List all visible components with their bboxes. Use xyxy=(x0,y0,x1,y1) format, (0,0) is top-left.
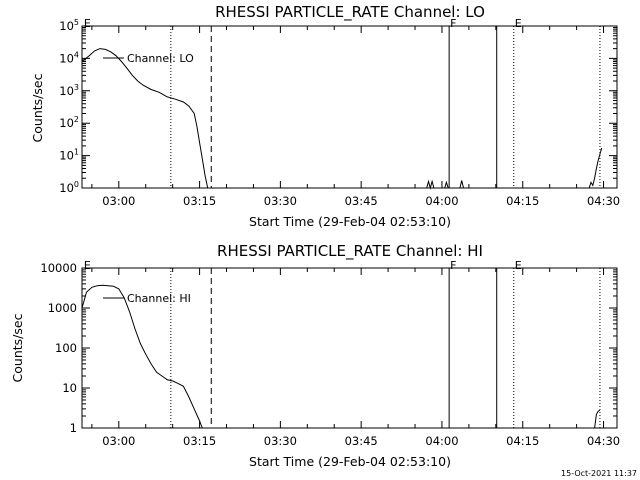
hi-marker-label: E xyxy=(515,259,522,272)
lo-y-tick-base: 10 xyxy=(59,116,74,130)
lo-rate-curve xyxy=(81,48,209,189)
lo-y-tick-exponent: 1 xyxy=(74,148,79,157)
lo-plot-frame xyxy=(81,25,618,189)
hi-y-tick-label: 10 xyxy=(62,381,77,395)
hi-y-tick-label: 100 xyxy=(55,341,77,355)
hi-y-tick-label: 10000 xyxy=(40,261,77,275)
lo-y-tick-base: 10 xyxy=(59,149,74,163)
lo-y-tick-label: 103 xyxy=(59,83,79,98)
lo-x-tick-label: 03:30 xyxy=(264,194,297,208)
hi-channel-panel: RHESSI PARTICLE_RATE Channel: HI Counts/… xyxy=(10,242,620,469)
lo-channel-panel: RHESSI PARTICLE_RATE Channel: LO Counts/… xyxy=(30,3,620,229)
hi-y-tick-label: 1000 xyxy=(48,301,77,315)
hi-marker-label: E xyxy=(84,259,91,272)
lo-y-tick-exponent: 3 xyxy=(74,83,79,92)
lo-legend-label: Channel: LO xyxy=(127,52,194,65)
hi-x-tick-label: 04:15 xyxy=(506,434,539,448)
lo-y-tick-exponent: 0 xyxy=(74,180,79,189)
lo-y-tick-exponent: 2 xyxy=(74,115,79,124)
lo-x-tick-label: 03:45 xyxy=(345,194,378,208)
lo-rate-curve xyxy=(444,180,449,189)
lo-y-tick-label: 100 xyxy=(59,180,79,195)
hi-legend-label: Channel: HI xyxy=(127,292,191,305)
lo-chart-title: RHESSI PARTICLE_RATE Channel: LO xyxy=(215,3,485,22)
lo-y-tick-label: 104 xyxy=(59,50,79,65)
lo-y-tick-exponent: 5 xyxy=(74,18,79,27)
lo-rate-curve xyxy=(588,147,603,189)
hi-x-tick-label: 03:00 xyxy=(102,434,135,448)
lo-x-axis-label: Start Time (29-Feb-04 02:53:10) xyxy=(249,214,451,229)
lo-x-tick-label: 04:00 xyxy=(425,194,458,208)
hi-chart-title: RHESSI PARTICLE_RATE Channel: HI xyxy=(217,242,483,261)
hi-y-axis-label: Counts/sec xyxy=(10,313,25,382)
lo-y-tick-exponent: 4 xyxy=(74,50,79,59)
hi-x-tick-label: 03:30 xyxy=(264,434,297,448)
lo-y-tick-base: 10 xyxy=(59,84,74,98)
hi-x-tick-label: 03:45 xyxy=(345,434,378,448)
lo-x-tick-label: 03:15 xyxy=(183,194,216,208)
hi-x-axis-label: Start Time (29-Feb-04 02:53:10) xyxy=(249,454,451,469)
generation-timestamp: 15-Oct-2021 11:37 xyxy=(561,469,637,478)
hi-x-tick-label: 03:15 xyxy=(183,434,216,448)
lo-rate-curve xyxy=(459,180,464,189)
lo-y-tick-label: 101 xyxy=(59,148,79,163)
lo-y-tick-base: 10 xyxy=(59,51,74,65)
lo-marker-label: E xyxy=(84,17,91,30)
lo-y-tick-label: 105 xyxy=(59,18,79,33)
lo-x-tick-label: 04:15 xyxy=(506,194,539,208)
hi-x-tick-label: 04:30 xyxy=(587,434,620,448)
lo-y-tick-label: 102 xyxy=(59,115,79,130)
lo-y-tick-base: 10 xyxy=(59,181,74,195)
hi-x-tick-label: 04:00 xyxy=(425,434,458,448)
lo-y-axis-label: Counts/sec xyxy=(30,73,45,142)
lo-x-tick-label: 04:30 xyxy=(587,194,620,208)
lo-rate-curve xyxy=(426,179,435,190)
lo-x-tick-label: 03:00 xyxy=(102,194,135,208)
hi-rate-curve xyxy=(594,409,601,429)
hi-marker-label: F xyxy=(450,259,456,272)
lo-y-tick-base: 10 xyxy=(59,19,74,33)
hi-y-tick-label: 1 xyxy=(70,421,77,435)
hi-rate-curve xyxy=(81,284,203,429)
lo-marker-label: F xyxy=(450,17,456,30)
lo-marker-label: E xyxy=(515,17,522,30)
